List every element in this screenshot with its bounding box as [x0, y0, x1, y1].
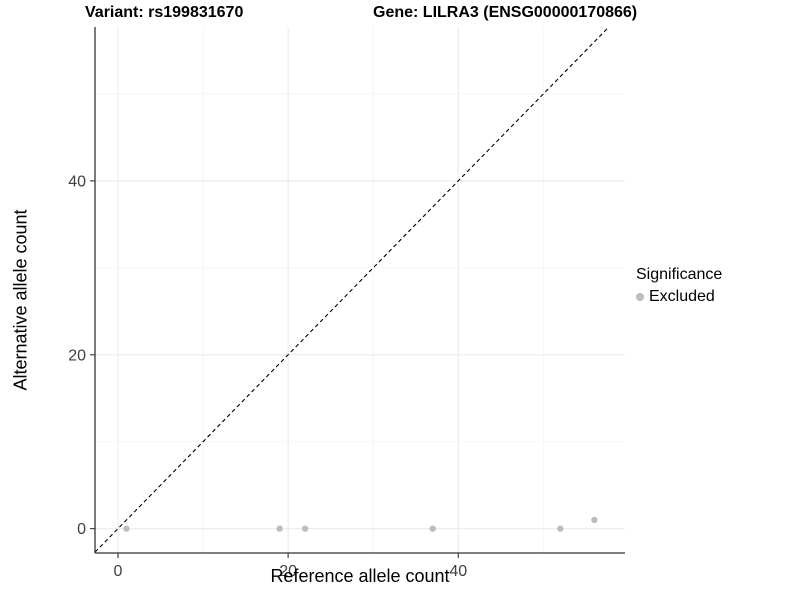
data-point [276, 525, 283, 532]
legend-item-label: Excluded [649, 288, 715, 305]
data-point [301, 525, 309, 532]
data-point [429, 525, 436, 532]
plot-title-gene: Gene: LILRA3 (ENSG00000170866) [373, 4, 638, 21]
x-axis-title: Reference allele count [270, 566, 450, 586]
y-axis-title: Alternative allele count [10, 209, 31, 391]
identity-dashed-line [94, 26, 610, 553]
legend: Significance Excluded [636, 266, 722, 306]
x-tick-label: 20 [279, 563, 297, 580]
x-tick-label: 40 [449, 563, 467, 580]
y-tick-label: 20 [68, 347, 86, 364]
data-point [557, 525, 564, 532]
x-tick-label: 0 [114, 563, 123, 580]
y-tick-label: 40 [68, 173, 86, 190]
excluded-point-icon [636, 293, 644, 301]
legend-item-excluded: Excluded [636, 288, 722, 306]
data-point [591, 516, 598, 524]
data-point [123, 525, 130, 532]
plot-title-variant: Variant: rs199831670 [85, 4, 244, 21]
y-tick-label: 0 [77, 521, 86, 538]
legend-title: Significance [636, 266, 723, 283]
